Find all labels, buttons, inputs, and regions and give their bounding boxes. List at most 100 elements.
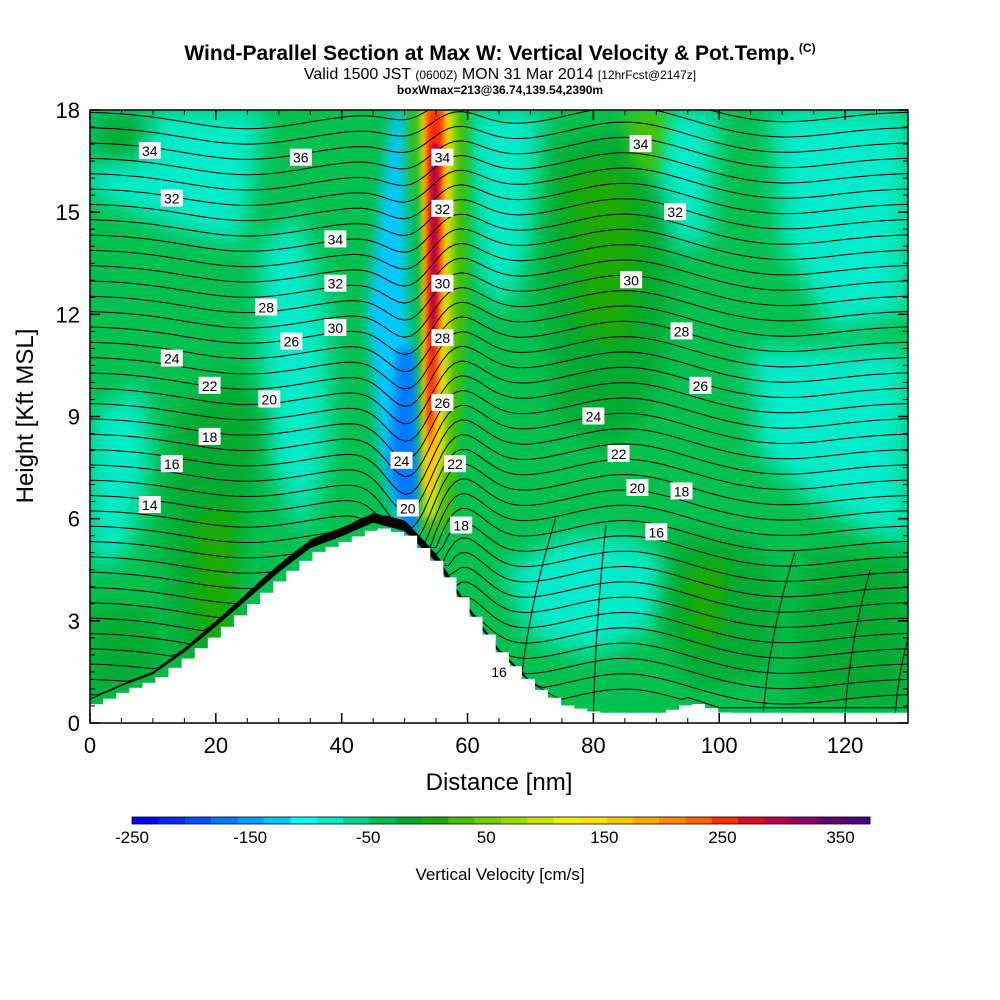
isentrope-line — [90, 286, 908, 338]
isentrope-line — [844, 569, 871, 713]
colorbar-swatch — [817, 817, 844, 824]
isentrope-label: 30 — [620, 271, 643, 289]
isentrope-label: 16 — [645, 523, 668, 541]
isentrope-label-text: 18 — [202, 429, 218, 445]
y-tick-label: 18 — [56, 98, 80, 123]
colorbar-title: Vertical Velocity [cm/s] — [415, 865, 584, 884]
vertical-velocity-field — [90, 110, 908, 723]
isentrope-line — [762, 552, 796, 713]
isentrope-label: 34 — [324, 230, 347, 248]
colorbar-swatch — [501, 817, 528, 824]
isentrope-label-box — [629, 135, 652, 153]
isentrope-label-text: 34 — [435, 150, 451, 166]
isentrope-label-text: 32 — [164, 191, 180, 207]
isentrope-label: 34 — [431, 148, 454, 166]
isentrope-label-text: 22 — [202, 378, 218, 394]
terrain-mask — [90, 528, 908, 723]
isentrope-line — [90, 514, 908, 574]
y-tick-label: 12 — [56, 302, 80, 327]
isentrope-line — [90, 198, 908, 237]
isentrope-label-text: 32 — [328, 276, 344, 292]
isentrope-label-box — [324, 319, 347, 336]
isentrope-label-box — [488, 662, 510, 680]
isentrope-label-box — [258, 390, 281, 408]
isentrope-label-box — [138, 496, 161, 513]
isentrope-label-text: 28 — [258, 300, 274, 316]
chart-title: Wind-Parallel Section at Max W: Vertical… — [0, 36, 1000, 66]
isentrope-label-text: 34 — [142, 143, 158, 159]
isentrope-label-text: 30 — [328, 320, 344, 336]
isentrope-label-text: 18 — [453, 518, 469, 534]
isentrope-label: 30 — [431, 274, 454, 292]
x-tick-label: 60 — [455, 733, 479, 758]
isentrope-label: 36 — [289, 148, 312, 166]
isentrope-label: 34 — [629, 135, 652, 153]
colorbar-tick-label: 150 — [590, 828, 618, 847]
isentrope-line — [90, 345, 908, 407]
y-tick-label: 0 — [68, 711, 80, 736]
isentrope-label-text: 32 — [435, 201, 451, 217]
colorbar-swatch — [448, 817, 475, 824]
velocity-region — [568, 161, 644, 349]
colorbar: -250 -150 -50 50 150 250 350 — [115, 816, 871, 847]
valid-time-line: Valid 1500 JST (0600Z) MON 31 Mar 2014 [… — [0, 66, 1000, 84]
isentrope-label: 30 — [324, 319, 347, 336]
isentrope-label-text: 32 — [667, 204, 683, 220]
isentrope-line — [90, 331, 908, 390]
colorbar-swatch — [685, 817, 713, 824]
isentrope-label: 32 — [431, 199, 454, 217]
colorbar-swatch — [211, 817, 238, 824]
isentrope-line — [90, 360, 908, 425]
colorbar-swatch — [184, 817, 212, 824]
isentrope-line — [90, 272, 908, 321]
isentrope-label-box — [160, 349, 183, 367]
isentrope-label-box — [670, 482, 693, 500]
isentrope-label-text: 30 — [435, 276, 451, 292]
colorbar-swatch — [580, 817, 607, 824]
isentrope-label-box — [396, 499, 419, 517]
x-tick-label: 40 — [329, 733, 353, 758]
isentrope-label: 20 — [626, 479, 649, 496]
isentrope-label-text: 34 — [633, 136, 649, 152]
velocity-region — [769, 110, 908, 332]
isentrope-line — [90, 448, 908, 531]
isentrope-labels: 34 36 32 34 32 28 30 26 24 22 20 18 16 14 34 32 30 28 26 24… — [138, 135, 712, 680]
colorbar-swatch — [553, 817, 581, 824]
colorbar-swatch — [421, 817, 449, 824]
isentrope-label-text: 16 — [164, 456, 180, 472]
isentrope-line — [90, 242, 908, 287]
isentrope-label-box — [324, 230, 347, 248]
colorbar-tick-label: 250 — [708, 828, 736, 847]
isentrope-label-text: 20 — [400, 501, 416, 517]
isentrope-label-box — [450, 516, 473, 534]
isentrope-line — [894, 637, 908, 713]
colorbar-swatch — [395, 817, 423, 824]
isentrope-lines — [90, 110, 908, 713]
y-tick-label: 15 — [56, 200, 80, 225]
isentrope-label-text: 26 — [435, 395, 451, 411]
isentrope-label: 32 — [324, 274, 347, 292]
isentrope-line — [90, 516, 908, 619]
isentrope-label-box — [198, 427, 221, 445]
isentrope-label-box — [431, 148, 454, 166]
isentrope-label-box — [431, 329, 454, 347]
isentrope-line — [90, 434, 908, 513]
isentrope-label-box — [444, 455, 466, 473]
isentrope-label: 22 — [607, 445, 630, 462]
isentrope-label: 24 — [160, 349, 183, 367]
isentrope-label: 16 — [488, 662, 510, 680]
isentrope-label-text: 30 — [623, 272, 639, 288]
colorbar-tick-label: -50 — [356, 828, 381, 847]
isentrope-label: 26 — [280, 332, 303, 350]
isentrope-line — [90, 515, 908, 590]
isentrope-label: 34 — [138, 141, 161, 159]
isentrope-label-text: 24 — [586, 409, 602, 425]
colorbar-swatch — [369, 817, 396, 824]
colorbar-swatch — [237, 817, 265, 824]
isentrope-label-text: 14 — [142, 497, 158, 513]
isentrope-label-box — [689, 376, 712, 394]
isentrope-label-box — [626, 479, 649, 496]
isentrope-line — [90, 110, 908, 130]
